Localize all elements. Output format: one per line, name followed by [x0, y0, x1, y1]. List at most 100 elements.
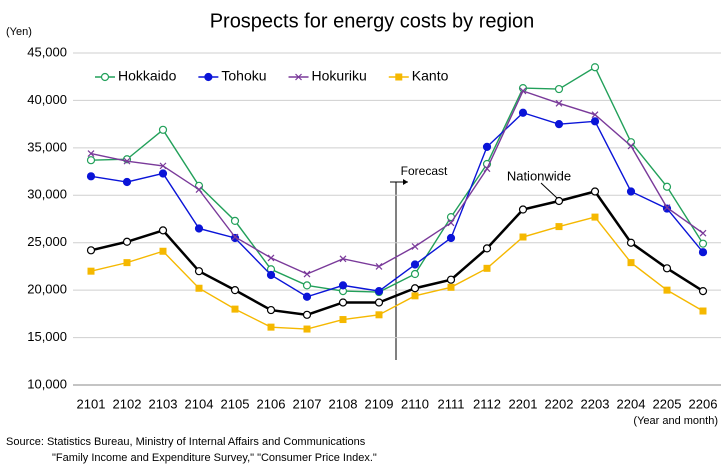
- marker: [267, 323, 275, 331]
- marker-stroke: [483, 165, 491, 173]
- marker: [230, 233, 240, 243]
- marker: [395, 73, 403, 81]
- marker: [663, 204, 671, 212]
- marker-stroke: [231, 233, 239, 241]
- marker-stroke: [159, 162, 167, 170]
- marker: [123, 259, 131, 267]
- y-tick-label: 25,000: [27, 234, 67, 249]
- marker: [518, 205, 528, 214]
- series-line: [90, 190, 704, 317]
- marker: [626, 238, 636, 247]
- marker: [590, 187, 600, 196]
- marker: [158, 226, 168, 235]
- marker: [123, 157, 131, 165]
- marker: [374, 286, 384, 296]
- marker: [482, 142, 492, 152]
- legend-label: Kanto: [412, 68, 449, 84]
- marker: [231, 305, 239, 313]
- marker: [698, 239, 708, 248]
- marker-stroke: [87, 150, 95, 157]
- marker-stroke: [295, 73, 302, 81]
- x-tick-label: 2110: [401, 396, 429, 411]
- marker: [302, 281, 312, 290]
- marker: [410, 284, 420, 293]
- marker: [662, 204, 672, 213]
- marker: [699, 229, 707, 237]
- marker: [483, 264, 491, 272]
- marker: [303, 270, 311, 278]
- marker: [591, 111, 599, 119]
- marker: [627, 142, 635, 150]
- y-unit: (Yen): [6, 26, 32, 38]
- x-tick-label: 2105: [221, 396, 250, 411]
- marker: [159, 162, 167, 170]
- marker: [375, 311, 383, 319]
- x-tick-label: 2112: [473, 396, 501, 411]
- y-tick-label: 45,000: [27, 44, 67, 59]
- marker: [195, 186, 203, 194]
- marker: [627, 259, 635, 267]
- marker: [230, 216, 240, 225]
- marker: [591, 213, 599, 221]
- series-line: [90, 90, 704, 275]
- x-tick-label: 2204: [617, 396, 646, 411]
- marker: [590, 63, 600, 72]
- marker-stroke: [195, 186, 203, 194]
- marker: [204, 72, 213, 82]
- marker: [446, 233, 456, 243]
- marker: [447, 283, 455, 291]
- marker: [295, 73, 302, 81]
- marker-stroke: [627, 142, 635, 150]
- x-tick-label: 2103: [149, 396, 178, 411]
- marker: [158, 169, 168, 178]
- marker: [554, 84, 564, 94]
- y-tick-label: 35,000: [27, 139, 67, 154]
- marker: [122, 177, 132, 187]
- marker: [86, 246, 96, 255]
- label-leader: [540, 182, 558, 199]
- y-tick-label: 10,000: [27, 376, 67, 391]
- x-tick-label: 2203: [581, 396, 610, 411]
- marker: [266, 305, 276, 315]
- marker-stroke: [519, 87, 527, 95]
- marker: [699, 307, 707, 315]
- x-tick-label: 2104: [185, 396, 214, 411]
- marker: [411, 243, 419, 250]
- marker: [410, 269, 420, 279]
- forecast-arrowhead: [403, 179, 408, 185]
- marker-stroke: [555, 99, 563, 107]
- marker: [303, 325, 311, 333]
- marker: [518, 108, 528, 117]
- marker: [302, 292, 312, 301]
- marker: [519, 233, 527, 241]
- marker: [159, 247, 167, 255]
- x-tick-label: 2202: [545, 396, 574, 411]
- marker: [302, 310, 312, 319]
- legend-label: Tohoku: [221, 68, 266, 84]
- marker-stroke: [699, 229, 707, 237]
- marker: [555, 99, 563, 107]
- marker-stroke: [663, 204, 671, 212]
- x-tick-label: 2106: [257, 396, 286, 411]
- marker: [375, 263, 383, 270]
- marker: [554, 120, 564, 129]
- marker: [446, 275, 456, 284]
- y-tick-label: 20,000: [27, 282, 67, 297]
- marker: [482, 244, 492, 253]
- x-tick-label: 2102: [113, 396, 142, 411]
- marker: [86, 172, 96, 181]
- series-line: [90, 66, 704, 293]
- marker: [339, 255, 347, 263]
- marker: [195, 284, 203, 292]
- marker: [663, 286, 671, 294]
- marker: [86, 156, 96, 165]
- marker: [100, 72, 110, 82]
- marker: [230, 286, 240, 295]
- marker: [411, 292, 419, 300]
- marker-stroke: [303, 270, 311, 278]
- marker-stroke: [591, 111, 599, 119]
- marker: [662, 264, 672, 273]
- annotation: Forecast: [401, 164, 448, 178]
- marker: [410, 260, 420, 269]
